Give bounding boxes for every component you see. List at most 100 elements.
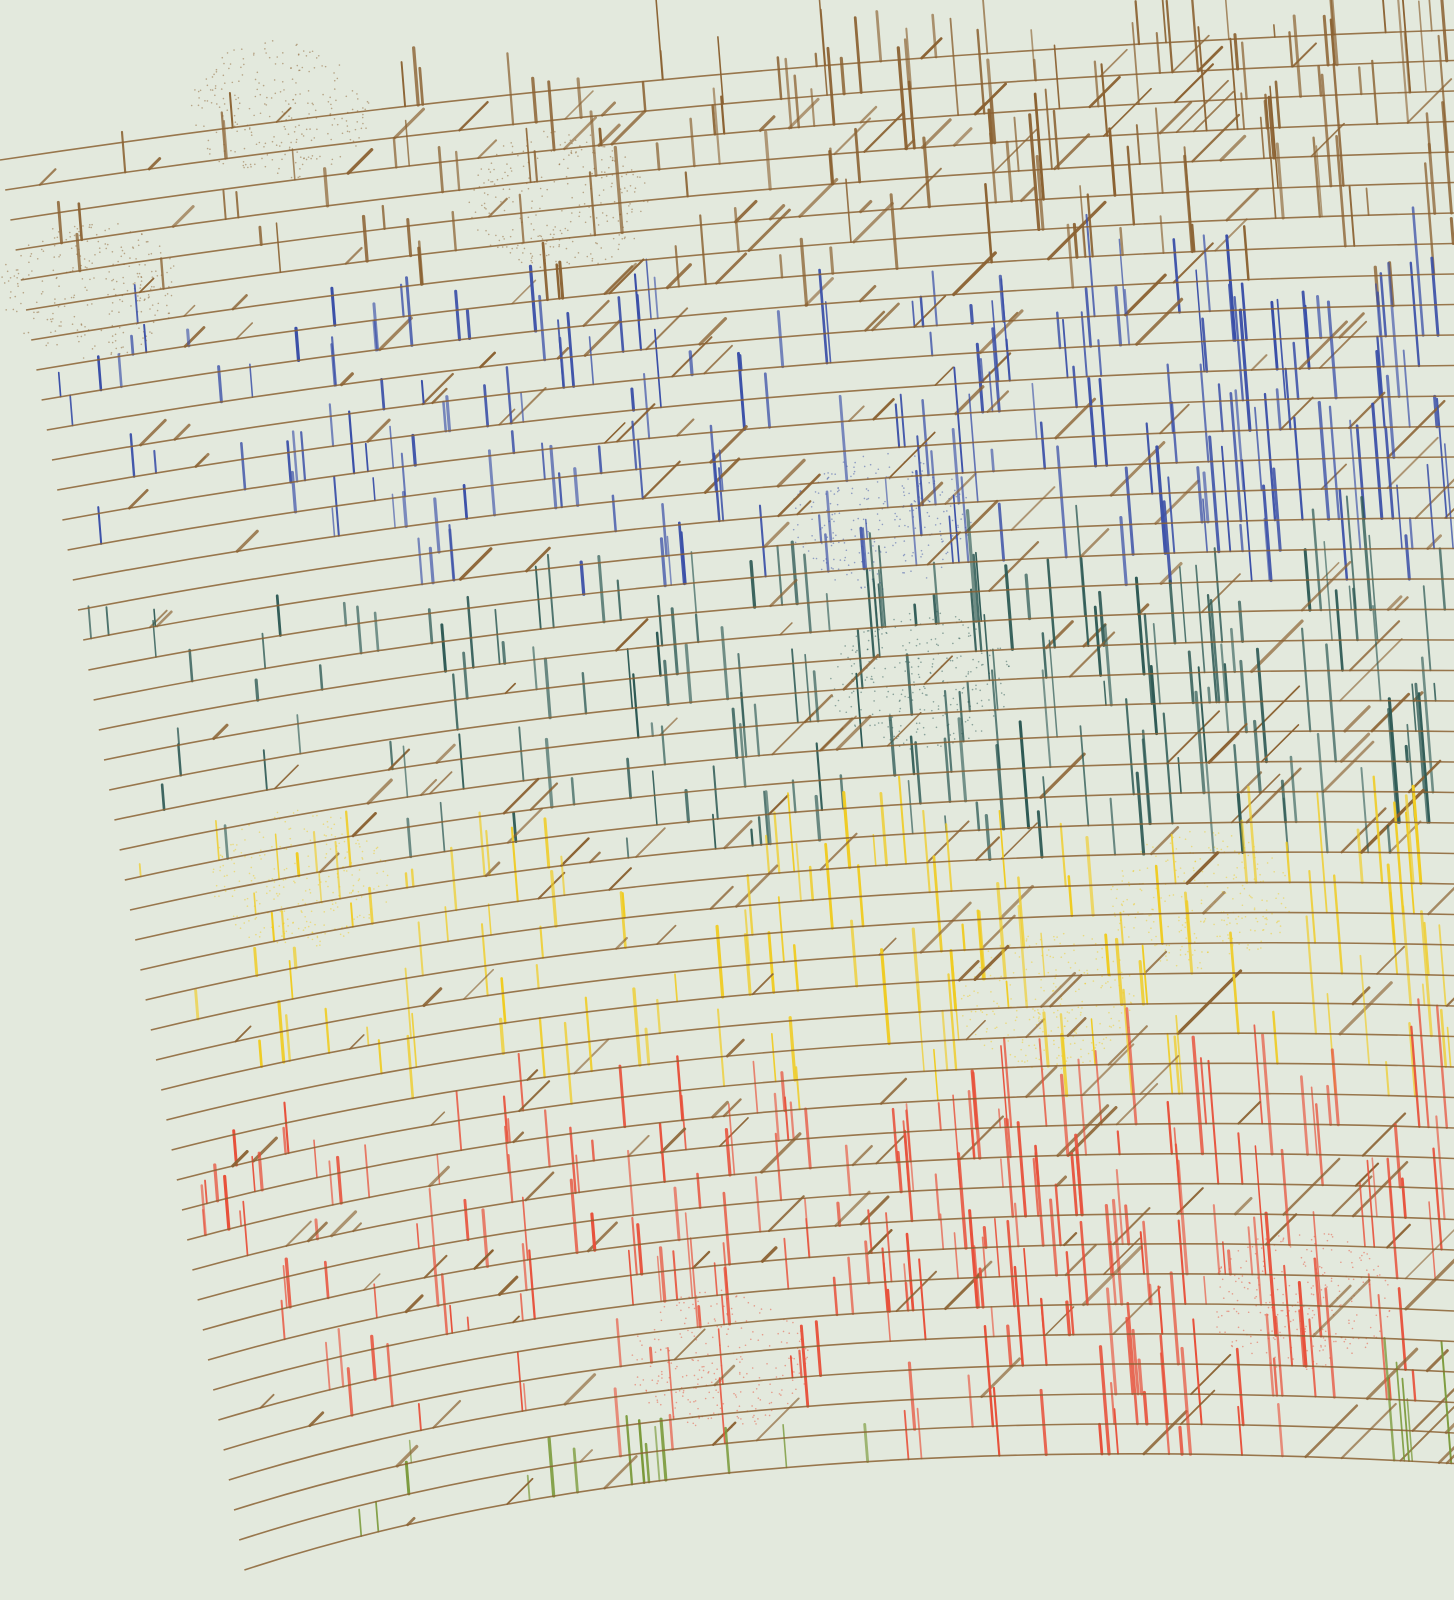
speckle [1183,872,1186,874]
vertical-stroke [1402,349,1411,428]
speckle [675,1401,678,1404]
speckle [636,176,639,178]
diagonal-stroke [173,423,191,441]
speckle [786,1320,788,1322]
curve-line [67,425,1454,551]
speckle [914,500,917,503]
speckle [833,520,835,523]
speckle [226,109,229,112]
speckle [1193,869,1195,872]
speckle [949,505,952,507]
speckle [1220,848,1223,851]
speckle [1366,1342,1369,1345]
diagonal-stroke [1115,1082,1159,1126]
diagonal-stroke [923,655,953,685]
speckle [230,843,232,846]
speckle [979,1009,982,1012]
vertical-stroke [653,276,659,320]
speckle [243,147,246,150]
speckle [260,858,262,860]
speckle [250,879,253,882]
vertical-stroke [129,433,136,478]
speckle [962,686,965,689]
speckle [1251,896,1253,899]
speckle [259,854,261,857]
speckle [1237,1326,1240,1329]
vertical-stroke [880,948,891,1046]
speckle [105,278,107,280]
speckle [609,155,612,158]
vertical-stroke [1195,269,1205,373]
speckle [605,214,608,217]
speckle [881,627,883,630]
vertical-stroke [1065,1250,1075,1336]
vertical-stroke [720,95,726,135]
speckle [829,502,832,505]
speckle [967,673,970,675]
speckle [792,528,795,531]
speckle [769,1308,772,1311]
vertical-stroke [485,829,491,877]
speckle [1348,1319,1350,1322]
speckle [685,1374,688,1377]
vertical-stroke [1041,632,1048,679]
speckle [846,573,848,576]
diagonal-stroke [659,1127,687,1154]
vertical-stroke [877,569,885,628]
speckle [31,270,33,272]
vertical-stroke [1115,1169,1124,1246]
speckle [1340,1304,1342,1306]
speckle [1121,870,1124,872]
speckle [595,217,598,219]
vertical-stroke [641,80,647,113]
speckle [1288,1284,1291,1287]
speckle [209,148,211,151]
speckle [1284,1325,1286,1328]
speckle [932,717,934,719]
vertical-stroke [1316,792,1328,914]
speckle [345,870,348,872]
speckle [1074,962,1077,964]
diagonal-stroke [1340,807,1387,854]
speckle [1181,924,1184,926]
speckle [140,280,143,282]
vertical-stroke [584,996,593,1073]
speckle [1101,984,1104,987]
speckle [914,455,916,457]
speckle [894,542,897,544]
speckle [531,200,533,202]
speckle [242,161,245,163]
speckle [270,97,273,99]
speckle [509,235,512,238]
speckle [990,956,993,959]
diagonal-stroke [859,199,873,214]
speckle [1009,984,1012,986]
diagonal-stroke [798,177,839,218]
speckle [1320,1266,1323,1269]
speckle [1256,920,1259,923]
speckle [314,109,317,112]
speckle [303,157,305,159]
vertical-stroke [776,310,785,369]
speckle [1053,1043,1055,1046]
speckle [564,141,566,144]
speckle [844,645,846,647]
diagonal-stroke [1192,90,1235,133]
vertical-stroke [411,433,417,467]
speckle [1184,953,1187,956]
speckle [1028,1018,1031,1021]
vertical-stroke [791,779,797,814]
speckle [73,225,76,228]
speckle [276,56,279,58]
speckle [316,158,318,160]
diagonal-stroke [917,481,944,508]
diagonal-stroke [406,1516,416,1527]
speckle [707,1417,710,1420]
speckle [117,260,119,263]
vertical-stroke [947,973,958,1071]
speckle [1085,1025,1088,1028]
vertical-stroke [1000,1045,1009,1128]
speckle [743,1296,745,1299]
speckle [621,238,624,240]
